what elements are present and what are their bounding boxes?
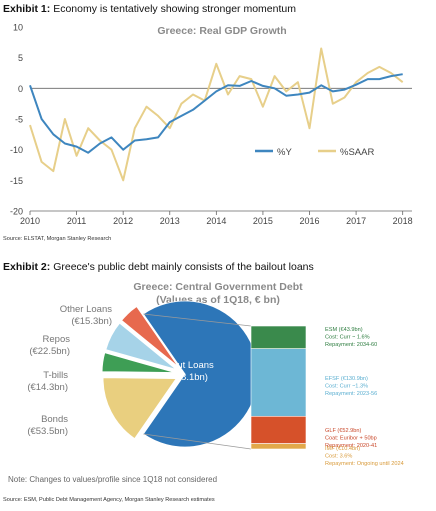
series-line-saar: [29, 47, 404, 182]
x-tick-label: 2016: [299, 216, 319, 226]
y-tick-label: -20: [10, 207, 23, 217]
x-tick-label: 2012: [113, 216, 133, 226]
line-chart-axes: -20 -15 -10 -5 0 5 10 2010 2011 2012 2013 2014 2015 2…: [10, 23, 413, 227]
bar-segment-detail: Cost: 3.6%: [325, 454, 352, 460]
pie-slice-label: Other Loans: [60, 304, 113, 315]
pie-slice: [121, 306, 179, 367]
line-chart-legend: %Y %SAAR: [255, 147, 374, 158]
x-tick-label: 2017: [346, 216, 366, 226]
pie-slice-amount: (€53.5bn): [27, 426, 68, 437]
pie-slice-label: Bonds: [41, 414, 68, 425]
y-tick-label: -15: [10, 176, 23, 186]
exhibit2-label: Exhibit 2:: [3, 261, 51, 273]
y-tick-label: 0: [18, 84, 23, 94]
bar-segment: [250, 443, 307, 450]
x-tick-label: 2013: [160, 216, 180, 226]
legend-label: %Y: [277, 147, 292, 158]
series-line-y: [29, 73, 403, 154]
y-tick-label: 5: [18, 53, 23, 63]
bailout-bar-labels: ESM (€43.9bn)Cost: Curr ~ 1.6%Repayment:…: [325, 327, 404, 467]
bar-segment: [250, 325, 307, 350]
pie-chart-title: Greece: Central Government Debt: [133, 281, 303, 293]
y-tick-label: -5: [15, 115, 23, 125]
x-tick-label: 2011: [67, 216, 86, 226]
exhibit2-source: Source: ESM, Public Debt Management Agen…: [3, 497, 215, 503]
exhibit2-caption-text: Greece's public debt mainly consists of …: [53, 261, 314, 273]
pie-slice-amount: (€238.1bn): [162, 372, 208, 383]
pie-slice-label: Repos: [43, 334, 71, 345]
y-tick-label: -10: [10, 145, 23, 155]
bar-segment-detail: Repayment: 2023-56: [325, 391, 377, 397]
bar-segment-label: EFSF (€130.9bn): [325, 376, 368, 382]
bar-segment-label: ESM (€43.9bn): [325, 327, 363, 333]
bar-segment-detail: Repayment: Ongoing until 2024: [325, 461, 404, 467]
bar-segment-label: IMF (€10.4bn): [325, 446, 360, 452]
debt-pie-chart: Greece: Central Government Debt (Values …: [27, 281, 404, 467]
pie-bar-connectors: [143, 313, 252, 450]
pie-slice: [105, 322, 177, 370]
line-chart-title: Greece: Real GDP Growth: [157, 25, 286, 37]
pie-slice-label: T-bills: [43, 370, 68, 381]
bar-segment: [250, 416, 307, 444]
exhibit2-note: Note: Changes to values/profile since 1Q…: [8, 475, 218, 484]
bar-segment-detail: Cost: Curr ~1.3%: [325, 384, 368, 390]
pie-slice-amount: (€22.5bn): [29, 346, 70, 357]
pie-slice: [102, 377, 177, 440]
pie-slices: Bailout Loans(€238.1bn) Bonds(€53.5bn) T-b…: [27, 300, 259, 448]
bar-segment: [250, 348, 307, 417]
bailout-stacked-bar: [250, 325, 307, 450]
gdp-line-chart: -20 -15 -10 -5 0 5 10 2010 2011 2012 2013 2014 2015 2…: [10, 23, 413, 227]
bar-segment-detail: Cost: Curr ~ 1.6%: [325, 335, 370, 341]
x-tick-label: 2010: [20, 216, 40, 226]
exhibit1-label: Exhibit 1:: [3, 3, 51, 15]
connector-line: [143, 313, 252, 327]
legend-label: %SAAR: [340, 147, 374, 158]
bar-segment-label: GLF (€52.9bn): [325, 428, 362, 434]
pie-slice: [101, 352, 176, 373]
connector-line: [143, 433, 252, 450]
x-tick-label: 2015: [253, 216, 273, 226]
pie-slice-amount: (€14.3bn): [27, 382, 68, 393]
exhibit1-source: Source: ELSTAT, Morgan Stanley Research: [3, 236, 112, 242]
pie-slice-amount: (€15.3bn): [71, 316, 112, 327]
exhibit1-caption: Exhibit 1: Economy is tentatively showin…: [3, 3, 296, 15]
line-chart-series: [29, 47, 404, 182]
exhibit2-caption: Exhibit 2: Greece's public debt mainly c…: [3, 261, 314, 273]
bar-segment-detail: Coat: Euribor + 50bp: [325, 436, 377, 442]
x-tick-label: 2014: [206, 216, 226, 226]
pie-slice-label: Bailout Loans: [156, 360, 214, 371]
exhibit1-caption-text: Economy is tentatively showing stronger …: [53, 3, 296, 15]
y-tick-label: 10: [13, 23, 23, 33]
bar-segment-detail: Repayment: 2020-41: [325, 443, 377, 449]
x-tick-label: 2018: [393, 216, 413, 226]
bar-segment-detail: Repayment: 2034-60: [325, 342, 377, 348]
